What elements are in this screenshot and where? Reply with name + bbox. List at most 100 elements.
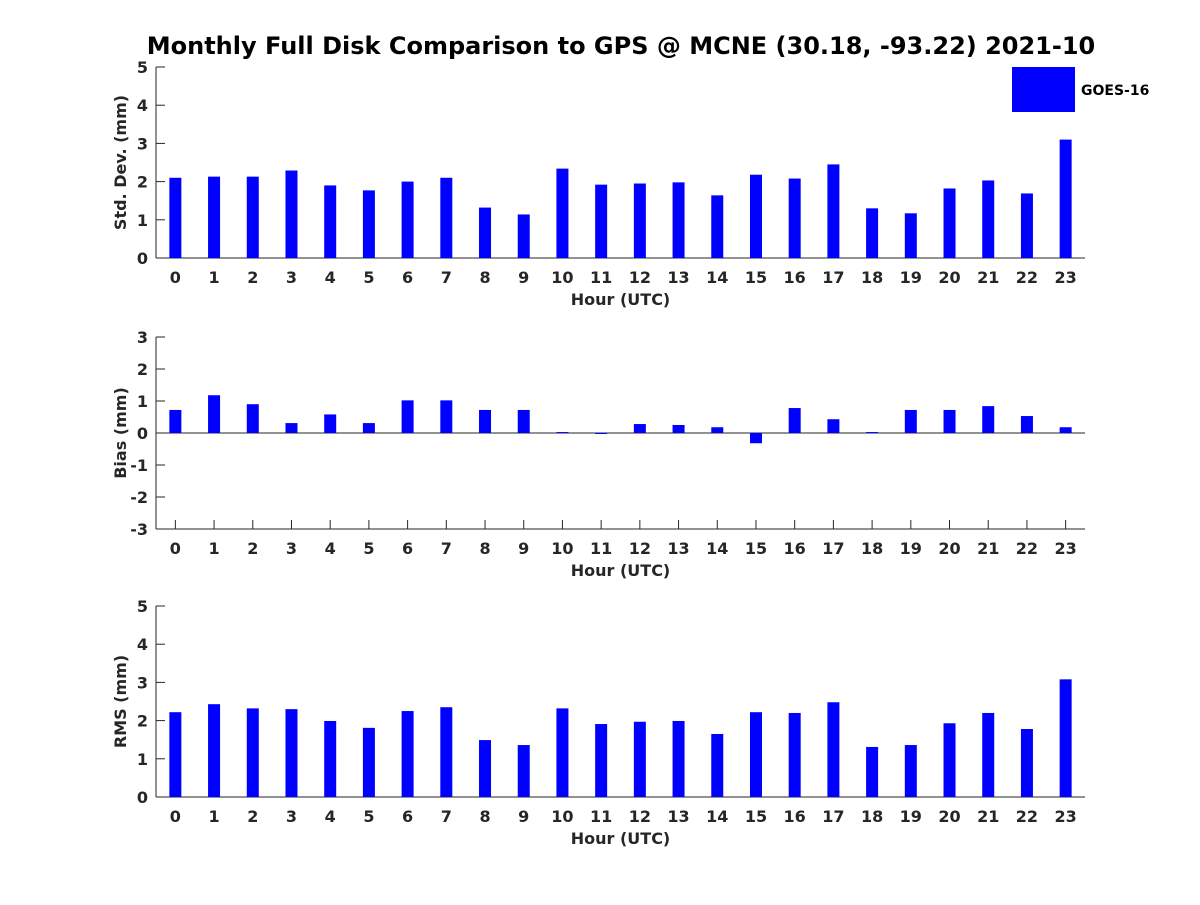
x-tick-label: 2 [247,807,258,826]
bar-hour-1 [208,704,221,797]
y-tick-label: 4 [137,96,148,115]
y-tick-label: -1 [130,456,148,475]
x-tick-label: 10 [551,807,573,826]
y-tick-label: 0 [137,788,148,807]
bar-hour-9 [517,214,530,258]
y-tick-label: 2 [137,173,148,192]
x-tick-label: 0 [170,807,181,826]
bar-hour-11 [595,433,608,434]
x-tick-label: 5 [363,539,374,558]
bar-hour-23 [1059,679,1072,797]
bar-hour-0 [169,409,182,433]
bar-hour-14 [711,427,724,433]
bar-hour-3 [285,709,298,797]
bar-hour-11 [595,184,608,258]
bar-hour-23 [1059,427,1072,433]
x-tick-label: 18 [861,807,883,826]
bar-hour-4 [324,185,337,258]
bar-hour-21 [982,180,995,258]
x-axis-label: Hour (UTC) [571,290,671,309]
x-tick-label: 22 [1016,268,1038,287]
x-tick-label: 3 [286,807,297,826]
y-tick-label: -3 [130,520,148,539]
x-tick-label: 22 [1016,807,1038,826]
x-tick-label: 13 [667,268,689,287]
x-tick-label: 23 [1055,268,1077,287]
x-tick-label: 1 [208,807,219,826]
x-tick-label: 9 [518,539,529,558]
bar-hour-2 [246,708,259,797]
bar-hour-13 [672,182,685,258]
x-tick-label: 10 [551,268,573,287]
x-tick-label: 8 [479,807,490,826]
x-tick-label: 16 [784,539,806,558]
x-axis-label: Hour (UTC) [571,829,671,848]
bar-hour-3 [285,170,298,258]
bar-hour-17 [827,164,840,258]
x-tick-label: 11 [590,268,612,287]
bar-hour-14 [711,733,724,797]
y-tick-label: 3 [137,673,148,692]
x-tick-label: 20 [938,268,960,287]
y-tick-label: 2 [137,712,148,731]
x-tick-label: 9 [518,807,529,826]
x-tick-label: 3 [286,268,297,287]
bar-hour-0 [169,177,182,258]
x-tick-label: 17 [822,268,844,287]
x-tick-label: 6 [402,268,413,287]
x-tick-label: 2 [247,539,258,558]
bar-hour-10 [556,432,569,434]
legend-label: GOES-16 [1081,83,1149,99]
bar-hour-8 [479,740,492,797]
bar-hour-3 [285,423,298,433]
bar-hour-18 [866,432,879,434]
x-tick-label: 4 [325,268,336,287]
bar-hour-12 [633,183,646,258]
bar-hour-9 [517,409,530,433]
x-tick-label: 14 [706,539,728,558]
y-axis-label: Std. Dev. (mm) [111,95,130,230]
x-tick-label: 11 [590,807,612,826]
x-tick-label: 0 [170,268,181,287]
bar-hour-7 [440,177,453,258]
x-tick-label: 21 [977,268,999,287]
bar-hour-15 [749,712,762,797]
x-tick-label: 8 [479,539,490,558]
bar-hour-7 [440,707,453,797]
y-tick-label: 3 [137,134,148,153]
bar-hour-20 [943,409,956,433]
bar-hour-8 [479,207,492,258]
x-tick-label: 23 [1055,539,1077,558]
bar-hour-21 [982,712,995,797]
bar-hour-12 [633,721,646,797]
x-tick-label: 6 [402,539,413,558]
y-tick-label: 3 [137,328,148,347]
x-tick-label: 1 [208,268,219,287]
x-tick-label: 5 [363,268,374,287]
bar-hour-7 [440,400,453,433]
bar-hour-16 [788,408,801,433]
bar-hour-1 [208,176,221,258]
chart-title: Monthly Full Disk Comparison to GPS @ MC… [147,32,1096,60]
x-tick-label: 7 [441,807,452,826]
y-tick-label: 2 [137,360,148,379]
x-tick-label: 21 [977,807,999,826]
bar-hour-4 [324,720,337,797]
bar-hour-19 [904,409,917,433]
bar-hour-13 [672,425,685,433]
bar-hour-11 [595,724,608,797]
y-axis-label: Bias (mm) [111,387,130,479]
bar-hour-16 [788,712,801,797]
x-tick-label: 23 [1055,807,1077,826]
x-tick-label: 0 [170,539,181,558]
x-tick-label: 18 [861,268,883,287]
bar-hour-12 [633,424,646,433]
bar-hour-5 [362,727,375,797]
x-tick-label: 12 [629,807,651,826]
x-tick-label: 12 [629,268,651,287]
bar-hour-6 [401,711,414,797]
bar-hour-2 [246,176,259,258]
